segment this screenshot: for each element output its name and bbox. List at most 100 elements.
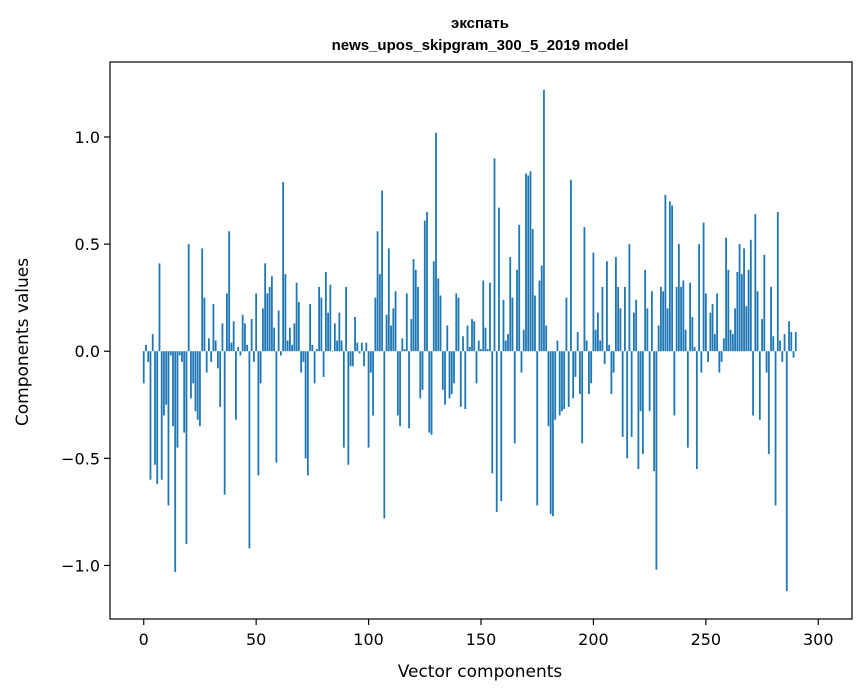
- chart-title-line-1: экспать: [451, 15, 509, 32]
- bar: [399, 351, 401, 427]
- bar: [401, 338, 404, 352]
- bar: [203, 297, 206, 352]
- bar: [790, 331, 793, 352]
- bar: [525, 173, 527, 352]
- bar: [230, 342, 233, 352]
- bar: [781, 351, 784, 362]
- bar: [500, 351, 503, 502]
- bar: [194, 351, 197, 412]
- bar: [300, 351, 303, 373]
- bar: [241, 314, 244, 352]
- bar: [776, 211, 779, 352]
- bar: [601, 286, 604, 352]
- bar: [680, 286, 683, 352]
- bar: [457, 297, 460, 352]
- bar: [324, 271, 327, 352]
- bar: [700, 351, 703, 373]
- bar: [583, 226, 586, 352]
- bar: [615, 256, 617, 352]
- bar: [763, 254, 766, 352]
- bar: [603, 351, 606, 365]
- bar: [257, 351, 260, 476]
- bar: [336, 340, 338, 352]
- bar: [570, 179, 572, 352]
- bar: [345, 286, 347, 352]
- bar: [675, 286, 678, 352]
- bar: [421, 351, 424, 390]
- bar: [212, 304, 215, 352]
- bar: [522, 329, 525, 352]
- bar: [248, 351, 251, 549]
- bar: [738, 244, 741, 352]
- bar: [610, 351, 613, 395]
- x-tick-label: 0: [139, 630, 149, 649]
- bar: [511, 297, 514, 352]
- bar: [727, 269, 730, 352]
- bar: [192, 351, 195, 384]
- bar: [169, 351, 172, 356]
- bar: [205, 351, 208, 373]
- bar: [592, 252, 595, 352]
- bar: [563, 351, 566, 410]
- bar: [428, 351, 431, 433]
- chart-title: экспать news_upos_skipgram_300_5_2019 mo…: [332, 15, 629, 54]
- bar: [266, 293, 269, 352]
- bar: [315, 349, 318, 352]
- bar: [306, 351, 309, 476]
- bar: [414, 269, 417, 352]
- bar: [214, 340, 217, 352]
- bar: [731, 334, 734, 352]
- bar: [749, 239, 752, 352]
- bar: [491, 351, 494, 474]
- bar: [758, 351, 761, 420]
- bar: [351, 351, 354, 367]
- bar: [504, 340, 507, 352]
- bar: [441, 351, 444, 390]
- bar: [684, 329, 687, 352]
- bar: [581, 351, 584, 444]
- bar: [531, 229, 534, 352]
- bar: [722, 338, 725, 352]
- bar: [565, 297, 568, 352]
- bar: [624, 286, 626, 352]
- bar: [262, 308, 264, 352]
- bar: [466, 325, 469, 352]
- bar: [788, 321, 790, 352]
- bar: [387, 248, 390, 352]
- bar: [594, 329, 597, 352]
- bar: [453, 351, 455, 384]
- bar: [210, 351, 213, 362]
- bar: [450, 351, 453, 395]
- bar: [498, 207, 500, 352]
- bar: [372, 351, 374, 416]
- bar: [151, 334, 154, 352]
- bar: [239, 351, 242, 356]
- bar: [549, 351, 552, 515]
- bar: [666, 308, 669, 352]
- bar: [158, 263, 161, 352]
- bar: [702, 222, 705, 352]
- bar: [174, 351, 177, 572]
- bar: [444, 351, 446, 405]
- bar: [435, 132, 437, 352]
- bar: [417, 286, 419, 352]
- x-axis-ticks: 0 50 100 150 200 250 300: [139, 619, 834, 649]
- bar: [698, 244, 700, 352]
- bar: [516, 269, 518, 352]
- bar: [390, 325, 392, 352]
- bar: [288, 327, 291, 352]
- bar: [270, 276, 273, 352]
- bar: [590, 351, 593, 384]
- bar: [302, 351, 305, 362]
- bar: [333, 323, 336, 352]
- bar: [507, 334, 509, 352]
- bar: [448, 351, 451, 399]
- bar: [648, 351, 651, 412]
- bar: [459, 351, 462, 407]
- bar: [716, 293, 718, 352]
- bar: [394, 291, 397, 352]
- x-axis-label: Vector components: [398, 662, 563, 682]
- bar: [585, 340, 588, 352]
- bar: [250, 319, 253, 352]
